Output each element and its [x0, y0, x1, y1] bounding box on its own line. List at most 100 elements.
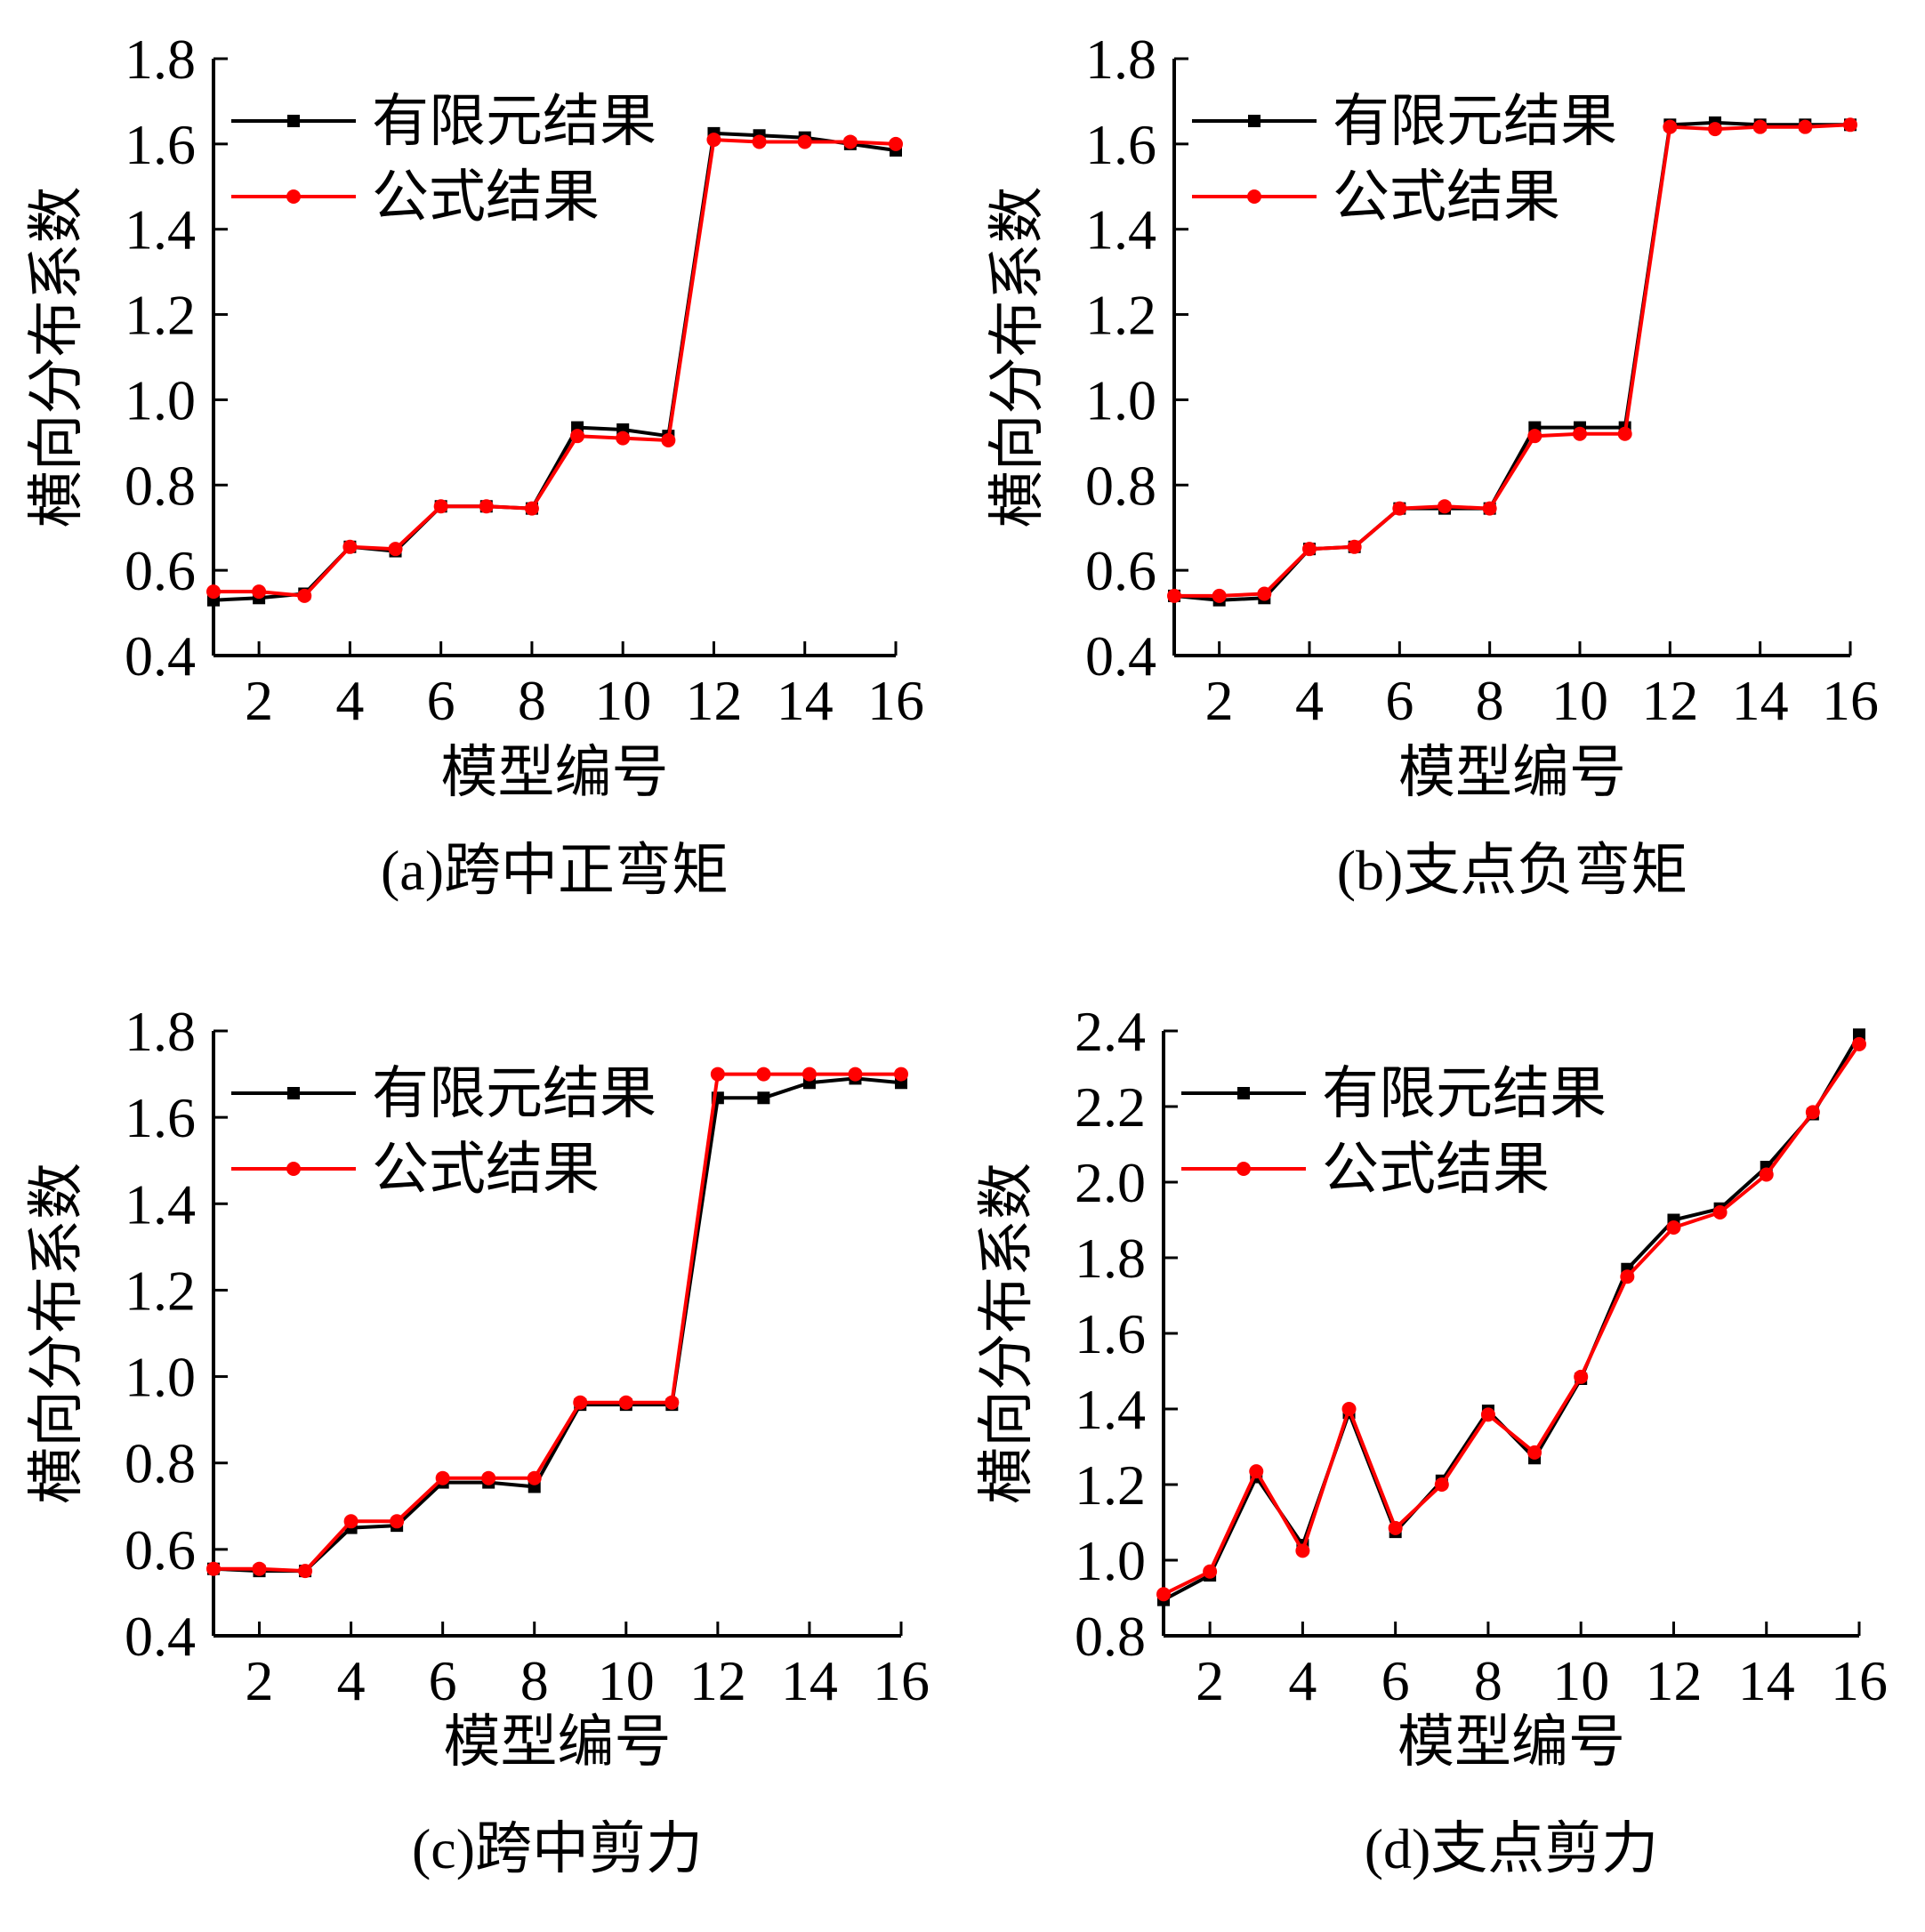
y-tick-label: 1.0 — [125, 1346, 196, 1409]
x-tick-label: 4 — [337, 1649, 366, 1712]
x-tick-label: 8 — [1476, 669, 1504, 732]
data-point-formula — [1480, 1407, 1495, 1422]
y-tick-label: 0.4 — [1085, 624, 1156, 688]
data-point-formula — [1302, 542, 1317, 557]
data-point-formula — [801, 1067, 817, 1082]
data-point-formula — [298, 1564, 313, 1579]
data-point-formula — [1843, 117, 1857, 133]
data-point-formula — [1574, 1369, 1589, 1384]
legend-label-fem: 有限元结果 — [372, 90, 656, 153]
y-tick-label: 1.0 — [1085, 368, 1156, 431]
panel-caption: (c)跨中剪力 — [412, 1817, 703, 1880]
data-point-formula — [390, 1514, 405, 1529]
data-point-formula — [1156, 1587, 1171, 1602]
y-tick-label: 1.2 — [125, 284, 196, 347]
x-tick-label: 14 — [1732, 669, 1789, 732]
y-tick-label: 1.4 — [125, 1172, 196, 1236]
x-tick-label: 16 — [1831, 1649, 1888, 1712]
data-point-formula — [388, 542, 403, 557]
data-point-formula — [1438, 499, 1452, 514]
data-point-formula — [1392, 501, 1407, 516]
x-tick-label: 14 — [1738, 1649, 1795, 1712]
data-point-formula — [1257, 586, 1272, 601]
x-tick-label: 10 — [1552, 1649, 1609, 1712]
data-point-formula — [1482, 501, 1497, 516]
x-tick-label: 14 — [781, 1649, 838, 1712]
x-tick-label: 10 — [598, 1649, 655, 1712]
y-tick-label: 1.4 — [1075, 1378, 1146, 1441]
x-tick-label: 6 — [1385, 669, 1414, 732]
y-tick-label: 1.8 — [125, 1000, 196, 1063]
x-tick-label: 4 — [335, 669, 364, 732]
y-tick-label: 0.6 — [1085, 539, 1156, 602]
data-point-formula — [524, 501, 539, 516]
data-point-formula — [573, 1395, 588, 1410]
data-point-formula — [1212, 588, 1227, 603]
data-point-formula — [661, 432, 676, 447]
y-tick-label: 0.8 — [1085, 454, 1156, 517]
series-line-formula — [1174, 123, 1851, 598]
x-tick-label: 6 — [1381, 1649, 1410, 1712]
y-tick-label: 1.8 — [125, 28, 196, 91]
x-tick-label: 16 — [1822, 669, 1879, 732]
y-tick-label: 2.0 — [1075, 1151, 1146, 1214]
chart-panel-b: 0.4 0.6 0.8 1.0 1.2 1.4 1.6 1.8 2 4 6 8 10 12 14 16 横向分布… — [986, 28, 1879, 902]
x-axis-label: 模型编号 — [441, 741, 669, 804]
x-tick-label: 6 — [427, 669, 455, 732]
y-tick-label: 1.6 — [125, 1086, 196, 1149]
x-tick-label: 8 — [520, 1649, 549, 1712]
data-point-formula — [889, 136, 903, 151]
x-tick-label: 2 — [1205, 669, 1234, 732]
y-tick-label: 0.4 — [125, 1605, 196, 1668]
data-point-formula — [1663, 119, 1678, 134]
x-tick-label: 2 — [245, 669, 273, 732]
data-point-formula — [1708, 122, 1722, 137]
chart-panel-d: 0.8 1.0 1.2 1.4 1.6 1.8 2.0 2.2 2.4 2 4 6 8 10 12 14 16 横… — [975, 1000, 1888, 1880]
data-point-formula — [706, 133, 721, 148]
y-tick-label: 0.4 — [125, 624, 196, 688]
y-tick-label: 1.2 — [1075, 1453, 1146, 1517]
y-tick-label: 2.2 — [1075, 1075, 1146, 1139]
y-tick-label: 1.0 — [125, 368, 196, 431]
x-tick-label: 12 — [685, 669, 742, 732]
x-tick-label: 4 — [1288, 1649, 1317, 1712]
legend-marker-fem — [1248, 115, 1261, 127]
y-axis-label: 横向分布系数 — [25, 1163, 88, 1504]
legend-label-fem: 有限元结果 — [1333, 90, 1617, 153]
y-tick-label: 0.6 — [125, 1518, 196, 1582]
y-tick-label: 1.2 — [125, 1259, 196, 1322]
x-tick-label: 8 — [1474, 1649, 1502, 1712]
y-tick-label: 1.4 — [1085, 198, 1156, 262]
data-point-formula — [616, 431, 631, 446]
x-tick-label: 10 — [1551, 669, 1608, 732]
data-point-formula — [848, 1067, 863, 1082]
legend-marker-fem — [287, 115, 300, 127]
x-tick-label: 2 — [246, 1649, 274, 1712]
legend-marker-fem — [287, 1087, 300, 1099]
y-axis-label: 横向分布系数 — [986, 187, 1049, 528]
x-tick-label: 16 — [873, 1649, 930, 1712]
y-axis-label: 横向分布系数 — [975, 1163, 1038, 1504]
data-point-formula — [1341, 1402, 1357, 1416]
data-point-formula — [618, 1395, 633, 1410]
data-point-formula — [481, 1470, 496, 1485]
data-point-formula — [1620, 1269, 1635, 1284]
data-point-formula — [797, 134, 812, 149]
data-point-formula — [297, 588, 312, 603]
data-point-formula — [527, 1470, 542, 1485]
series-line-fem — [213, 1076, 902, 1574]
legend-label-fem: 有限元结果 — [1322, 1062, 1607, 1125]
data-point-formula — [756, 1067, 771, 1082]
series-line-formula — [213, 138, 897, 598]
x-tick-label: 4 — [1295, 669, 1324, 732]
series-line-formula — [213, 1072, 901, 1574]
y-tick-label: 1.4 — [125, 198, 196, 262]
data-point-formula — [1249, 1464, 1264, 1479]
panel-caption: (b)支点负弯矩 — [1337, 839, 1688, 902]
data-point-formula — [252, 584, 267, 600]
y-tick-label: 1.2 — [1085, 284, 1156, 347]
data-point-formula — [433, 499, 448, 514]
legend-label-fem: 有限元结果 — [372, 1062, 656, 1125]
legend-label-formula: 公式结果 — [372, 1138, 600, 1201]
